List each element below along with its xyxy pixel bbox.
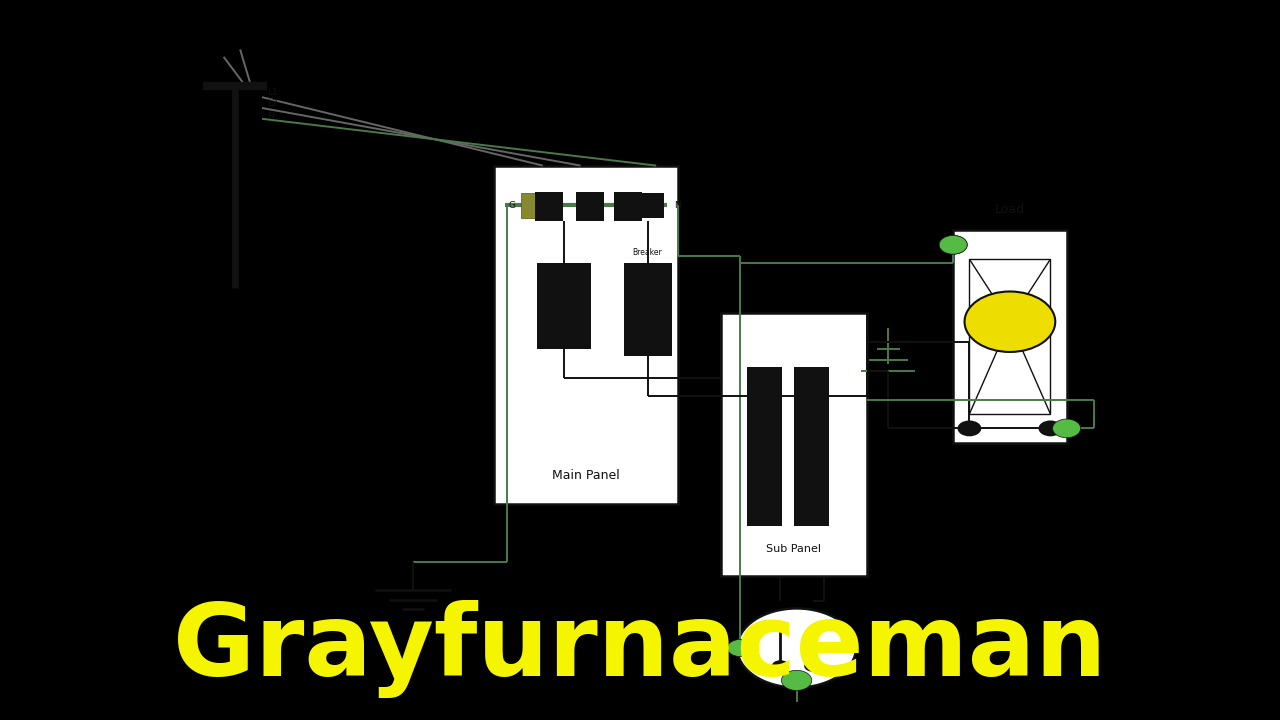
Bar [623, 263, 672, 356]
Bar [637, 193, 664, 218]
Text: Grayfurnaceman: Grayfurnaceman [173, 600, 1107, 698]
Bar [721, 313, 867, 576]
Circle shape [727, 639, 754, 657]
Bar [521, 193, 548, 218]
Bar [954, 230, 1066, 443]
Circle shape [965, 292, 1055, 352]
Bar [576, 192, 604, 221]
Bar [748, 367, 782, 526]
Text: L1: L1 [268, 88, 278, 96]
Text: Load: Load [995, 203, 1025, 216]
Bar [614, 192, 643, 221]
Circle shape [1052, 419, 1080, 438]
Text: N: N [268, 111, 274, 120]
Circle shape [940, 235, 968, 254]
Bar [969, 259, 1051, 414]
Circle shape [957, 420, 982, 436]
Circle shape [804, 660, 822, 672]
Text: L2: L2 [268, 99, 278, 108]
Text: Sub Panel: Sub Panel [767, 544, 822, 554]
Bar [494, 166, 678, 504]
Text: Breaker: Breaker [632, 248, 663, 257]
Text: Main Panel: Main Panel [552, 469, 620, 482]
Circle shape [940, 235, 968, 254]
Bar [535, 192, 563, 221]
Circle shape [1038, 420, 1062, 436]
Text: G: G [508, 201, 516, 210]
Circle shape [782, 670, 812, 690]
Text: N: N [675, 201, 681, 210]
Bar [794, 367, 828, 526]
Circle shape [772, 660, 788, 672]
Bar [538, 263, 591, 349]
Circle shape [737, 608, 856, 688]
